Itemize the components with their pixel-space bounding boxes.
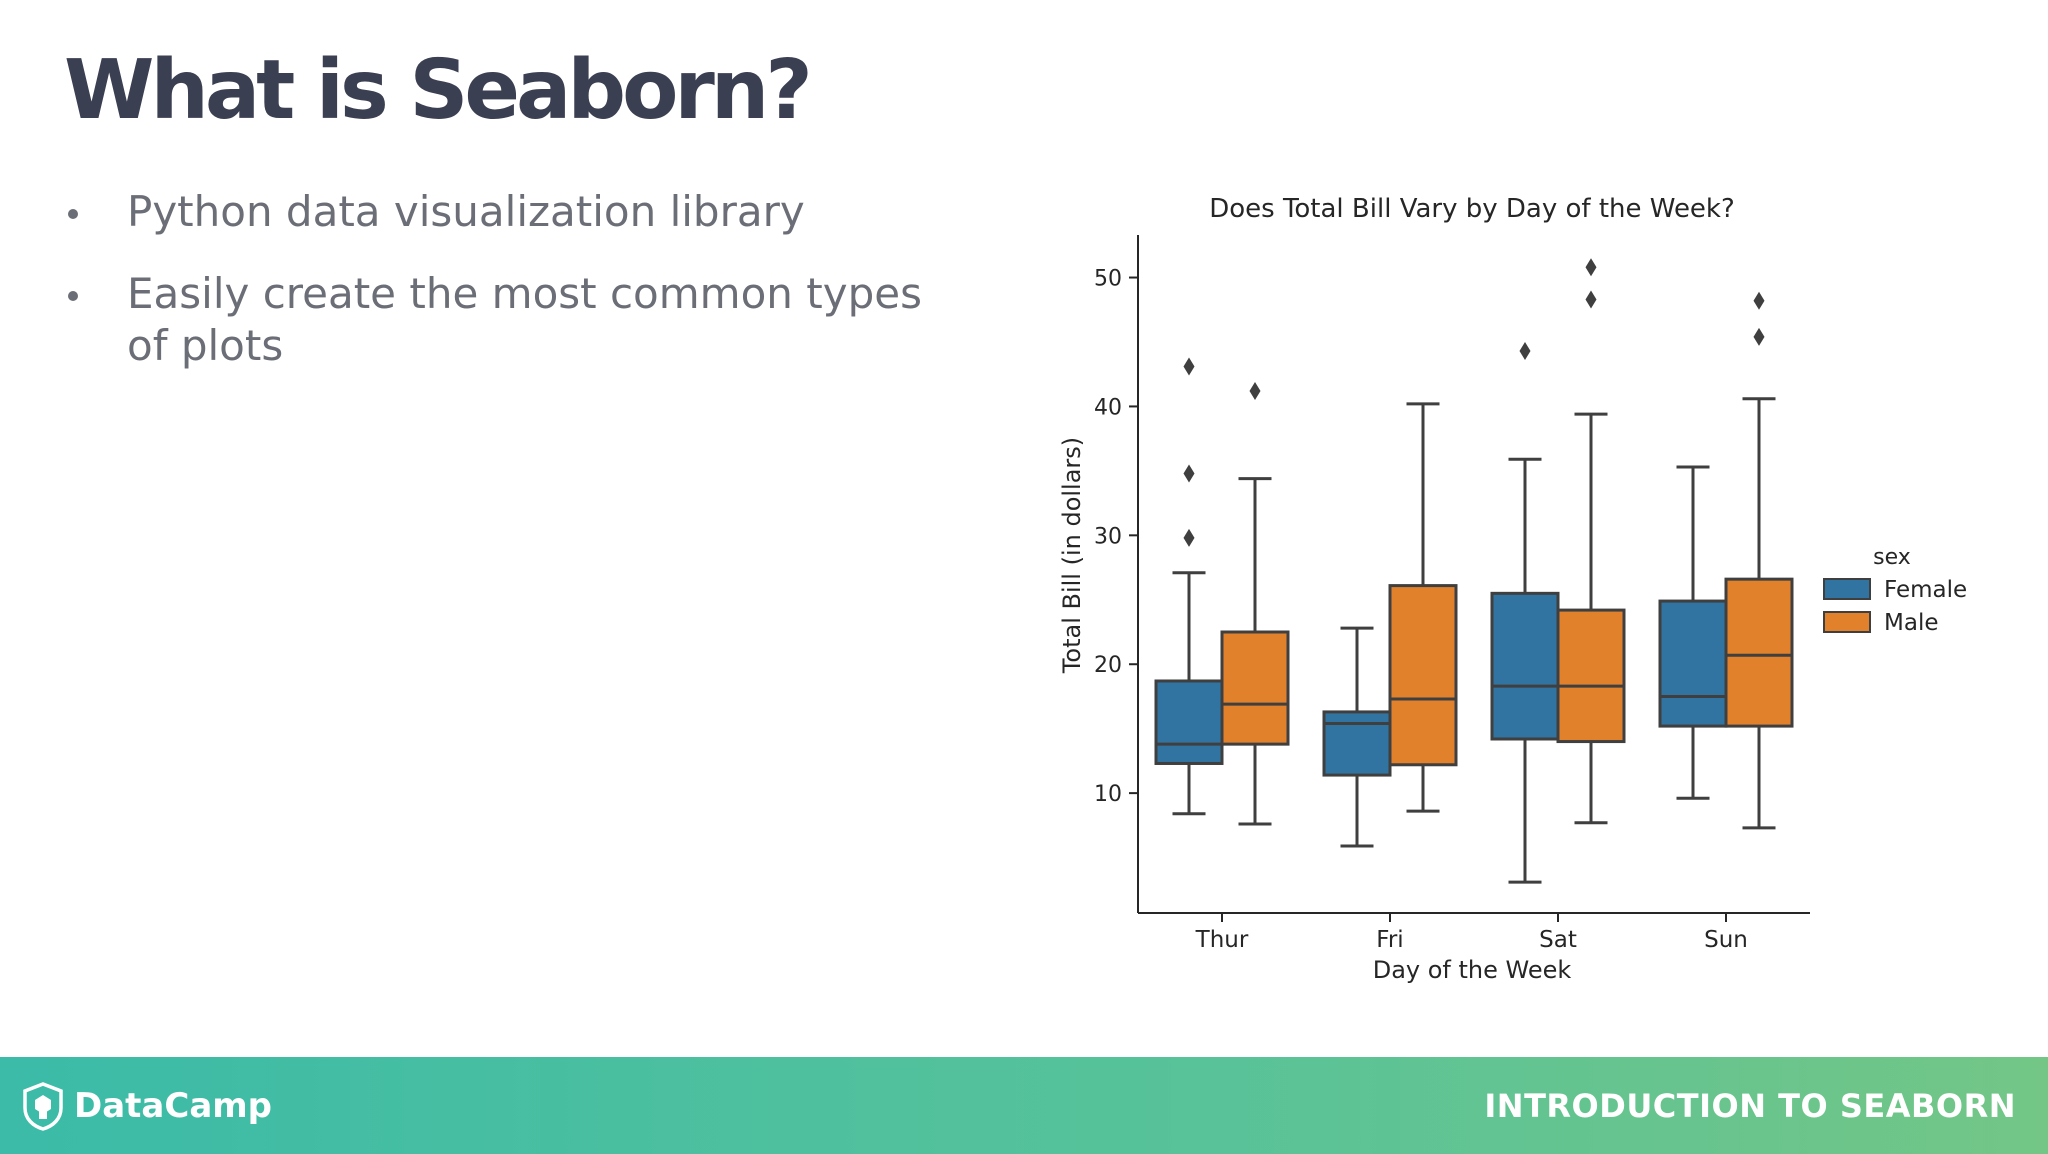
y-axis-label: Total Bill (in dollars) bbox=[1058, 437, 1086, 674]
y-tick-label: 40 bbox=[1094, 395, 1122, 420]
y-tick-label: 50 bbox=[1094, 267, 1122, 292]
legend-swatch-male bbox=[1823, 611, 1871, 633]
bullet-text: Easily create the most common types of p… bbox=[127, 269, 922, 370]
bullet-dot-icon bbox=[68, 291, 78, 301]
y-tick-label: 20 bbox=[1094, 653, 1122, 678]
box-female-fri bbox=[1322, 710, 1392, 777]
box-female-thur-outlier bbox=[1183, 528, 1195, 547]
y-tick-label: 10 bbox=[1094, 782, 1122, 807]
bullet-item: Easily create the most common types of p… bbox=[60, 268, 960, 372]
chart-title: Does Total Bill Vary by Day of the Week? bbox=[1209, 194, 1735, 224]
box-male-sat bbox=[1556, 608, 1626, 744]
datacamp-shield-icon bbox=[23, 1082, 63, 1131]
bullet-text: Python data visualization library bbox=[127, 187, 805, 236]
legend-label-female: Female bbox=[1884, 577, 1967, 603]
box-female-thur-outlier bbox=[1183, 464, 1195, 483]
box-male-fri bbox=[1388, 584, 1458, 767]
box-male-sat-outlier bbox=[1585, 290, 1597, 309]
boxplot-chart: Does Total Bill Vary by Day of the Week?… bbox=[1058, 194, 1967, 984]
y-tick-label: 30 bbox=[1094, 524, 1122, 549]
footer-logo[interactable]: DataCamp bbox=[20, 1081, 272, 1131]
legend-swatch-female bbox=[1823, 578, 1871, 600]
box-female-sat-outlier bbox=[1519, 342, 1531, 361]
box-male-sun-outlier bbox=[1753, 291, 1765, 310]
x-tick-label: Sun bbox=[1704, 927, 1748, 953]
plot-area: 10 20 30 40 50 Thur Fri Sat Sun bbox=[1094, 235, 1810, 953]
bullet-dot-icon bbox=[68, 209, 78, 219]
footer-bar: DataCamp INTRODUCTION TO SEABORN bbox=[0, 1057, 2048, 1154]
box-male-thur bbox=[1220, 630, 1290, 746]
box-female-sat bbox=[1490, 591, 1560, 741]
slide-title: What is Seaborn? bbox=[64, 43, 813, 138]
box-female-sun bbox=[1658, 599, 1728, 728]
box-male-thur-outlier bbox=[1249, 381, 1261, 400]
x-tick-label: Fri bbox=[1376, 927, 1403, 953]
box-male-sat-outlier bbox=[1585, 258, 1597, 277]
footer-logo-text: DataCamp bbox=[74, 1086, 273, 1126]
box-male-sun bbox=[1724, 577, 1794, 728]
box-female-thur-outlier bbox=[1183, 357, 1195, 376]
box-male-sun-outlier bbox=[1753, 327, 1765, 346]
x-axis-label: Day of the Week bbox=[1373, 956, 1572, 984]
legend-label-male: Male bbox=[1884, 610, 1938, 636]
bullet-item: Python data visualization library bbox=[60, 186, 960, 238]
x-tick-label: Sat bbox=[1539, 927, 1577, 953]
bullet-list: Python data visualization library Easily… bbox=[60, 186, 960, 402]
course-title: INTRODUCTION TO SEABORN bbox=[1484, 1087, 2016, 1125]
legend-title: sex bbox=[1873, 545, 1911, 570]
legend: sex Female Male bbox=[1823, 545, 1967, 636]
box-female-thur bbox=[1154, 679, 1224, 765]
x-tick-label: Thur bbox=[1195, 927, 1249, 953]
